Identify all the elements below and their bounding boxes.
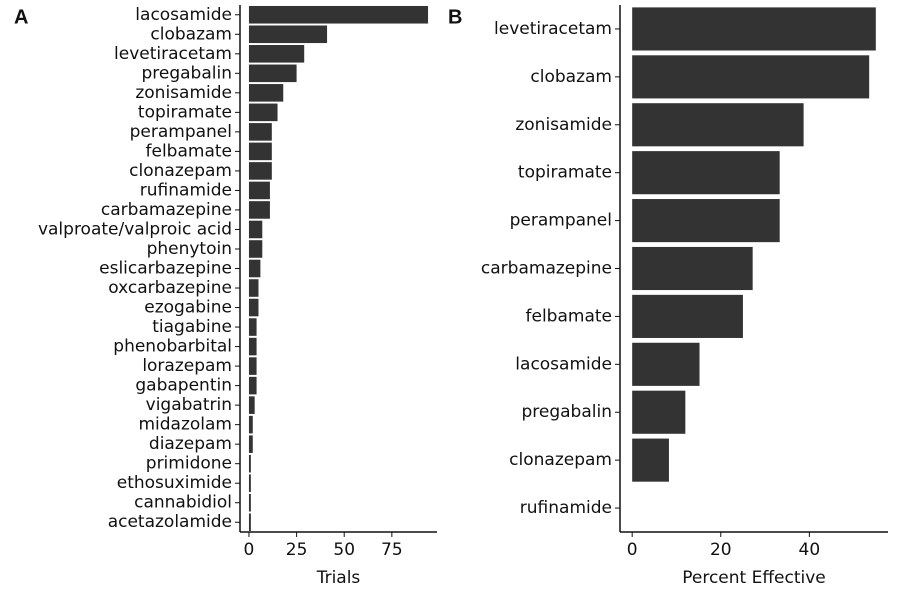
x-axis-title: Percent Effective <box>682 568 826 588</box>
y-tick-label: perampanel <box>510 211 612 231</box>
y-tick-label: gabapentin <box>135 376 232 396</box>
y-tick-label: clobazam <box>150 24 232 44</box>
bar <box>248 435 253 453</box>
bar <box>248 318 257 336</box>
bar <box>248 45 305 63</box>
bar <box>248 298 259 317</box>
x-tick-label: 50 <box>333 540 355 560</box>
x-tick-label: 25 <box>286 540 308 560</box>
bar <box>248 279 259 297</box>
y-tick-label: cannabidiol <box>134 493 232 513</box>
y-tick-label: valproate/valproic acid <box>38 219 232 239</box>
y-tick-label: zonisamide <box>515 115 612 135</box>
y-tick-label: perampanel <box>130 122 232 142</box>
bar <box>248 64 297 83</box>
x-tick-label: 40 <box>799 540 821 560</box>
y-tick-label: lacosamide <box>515 354 612 374</box>
bar <box>632 390 686 434</box>
y-tick-label: pregabalin <box>521 402 612 422</box>
y-tick-label: ezogabine <box>144 298 232 318</box>
y-tick-label: oxcarbazepine <box>108 278 232 298</box>
bar <box>632 103 804 147</box>
bar <box>248 220 263 239</box>
y-tick-label: topiramate <box>518 163 612 183</box>
y-tick-label: rufinamide <box>520 498 612 518</box>
y-tick-label: phenobarbital <box>113 337 232 357</box>
y-tick-label: topiramate <box>138 102 232 122</box>
y-tick-label: felbamate <box>526 306 612 326</box>
y-tick-label: tiagabine <box>152 317 232 337</box>
bar <box>632 55 870 99</box>
y-tick-label: midazolam <box>138 415 232 435</box>
x-tick-label: 0 <box>627 540 638 560</box>
x-tick-label: 0 <box>244 540 255 560</box>
bar <box>632 199 780 243</box>
y-tick-label: levetiracetam <box>114 44 232 64</box>
bar <box>632 246 753 291</box>
y-tick-label: carbamazepine <box>481 259 612 279</box>
bar <box>248 5 429 24</box>
y-tick-label: diazepam <box>149 434 232 454</box>
bar <box>248 454 251 473</box>
y-tick-label: primidone <box>146 454 232 474</box>
bar <box>632 342 700 386</box>
bar <box>248 181 270 200</box>
bar <box>248 376 257 395</box>
panel-label: B <box>448 6 462 28</box>
y-tick-label: levetiracetam <box>494 19 612 39</box>
x-tick-label: 20 <box>710 540 732 560</box>
bar <box>248 240 263 258</box>
y-tick-label: lorazepam <box>142 356 232 376</box>
y-tick-label: vigabatrin <box>146 395 232 415</box>
y-tick-label: clobazam <box>530 67 612 87</box>
bar <box>248 337 257 356</box>
y-tick-label: felbamate <box>146 141 232 161</box>
bar <box>248 84 284 102</box>
y-tick-label: rufinamide <box>140 180 232 200</box>
bar <box>632 294 743 338</box>
x-tick-label: 75 <box>381 540 403 560</box>
bar <box>248 513 251 532</box>
y-tick-label: lacosamide <box>135 5 232 25</box>
y-tick-label: pregabalin <box>141 63 232 83</box>
y-tick-label: clonazepam <box>509 450 612 470</box>
panel-label: A <box>14 6 28 28</box>
bar <box>248 123 272 141</box>
bar <box>248 259 261 278</box>
bar <box>248 25 328 44</box>
bar <box>248 103 278 122</box>
bar <box>632 151 780 195</box>
y-tick-label: phenytoin <box>147 239 232 259</box>
y-tick-label: zonisamide <box>135 83 232 103</box>
y-tick-label: acetazolamide <box>108 512 232 532</box>
bar <box>248 493 251 512</box>
y-tick-label: carbamazepine <box>101 200 232 220</box>
bar <box>632 438 669 482</box>
bar <box>248 201 270 219</box>
bar <box>248 415 253 434</box>
y-tick-label: clonazepam <box>129 161 232 181</box>
y-tick-label: eslicarbazepine <box>99 259 232 279</box>
bar <box>248 474 251 492</box>
y-tick-label: ethosuximide <box>117 473 232 493</box>
bar <box>248 396 255 414</box>
bar <box>248 162 272 180</box>
bar <box>632 7 876 51</box>
bar <box>248 142 272 161</box>
bar <box>248 357 257 375</box>
x-axis-title: Trials <box>316 568 361 588</box>
